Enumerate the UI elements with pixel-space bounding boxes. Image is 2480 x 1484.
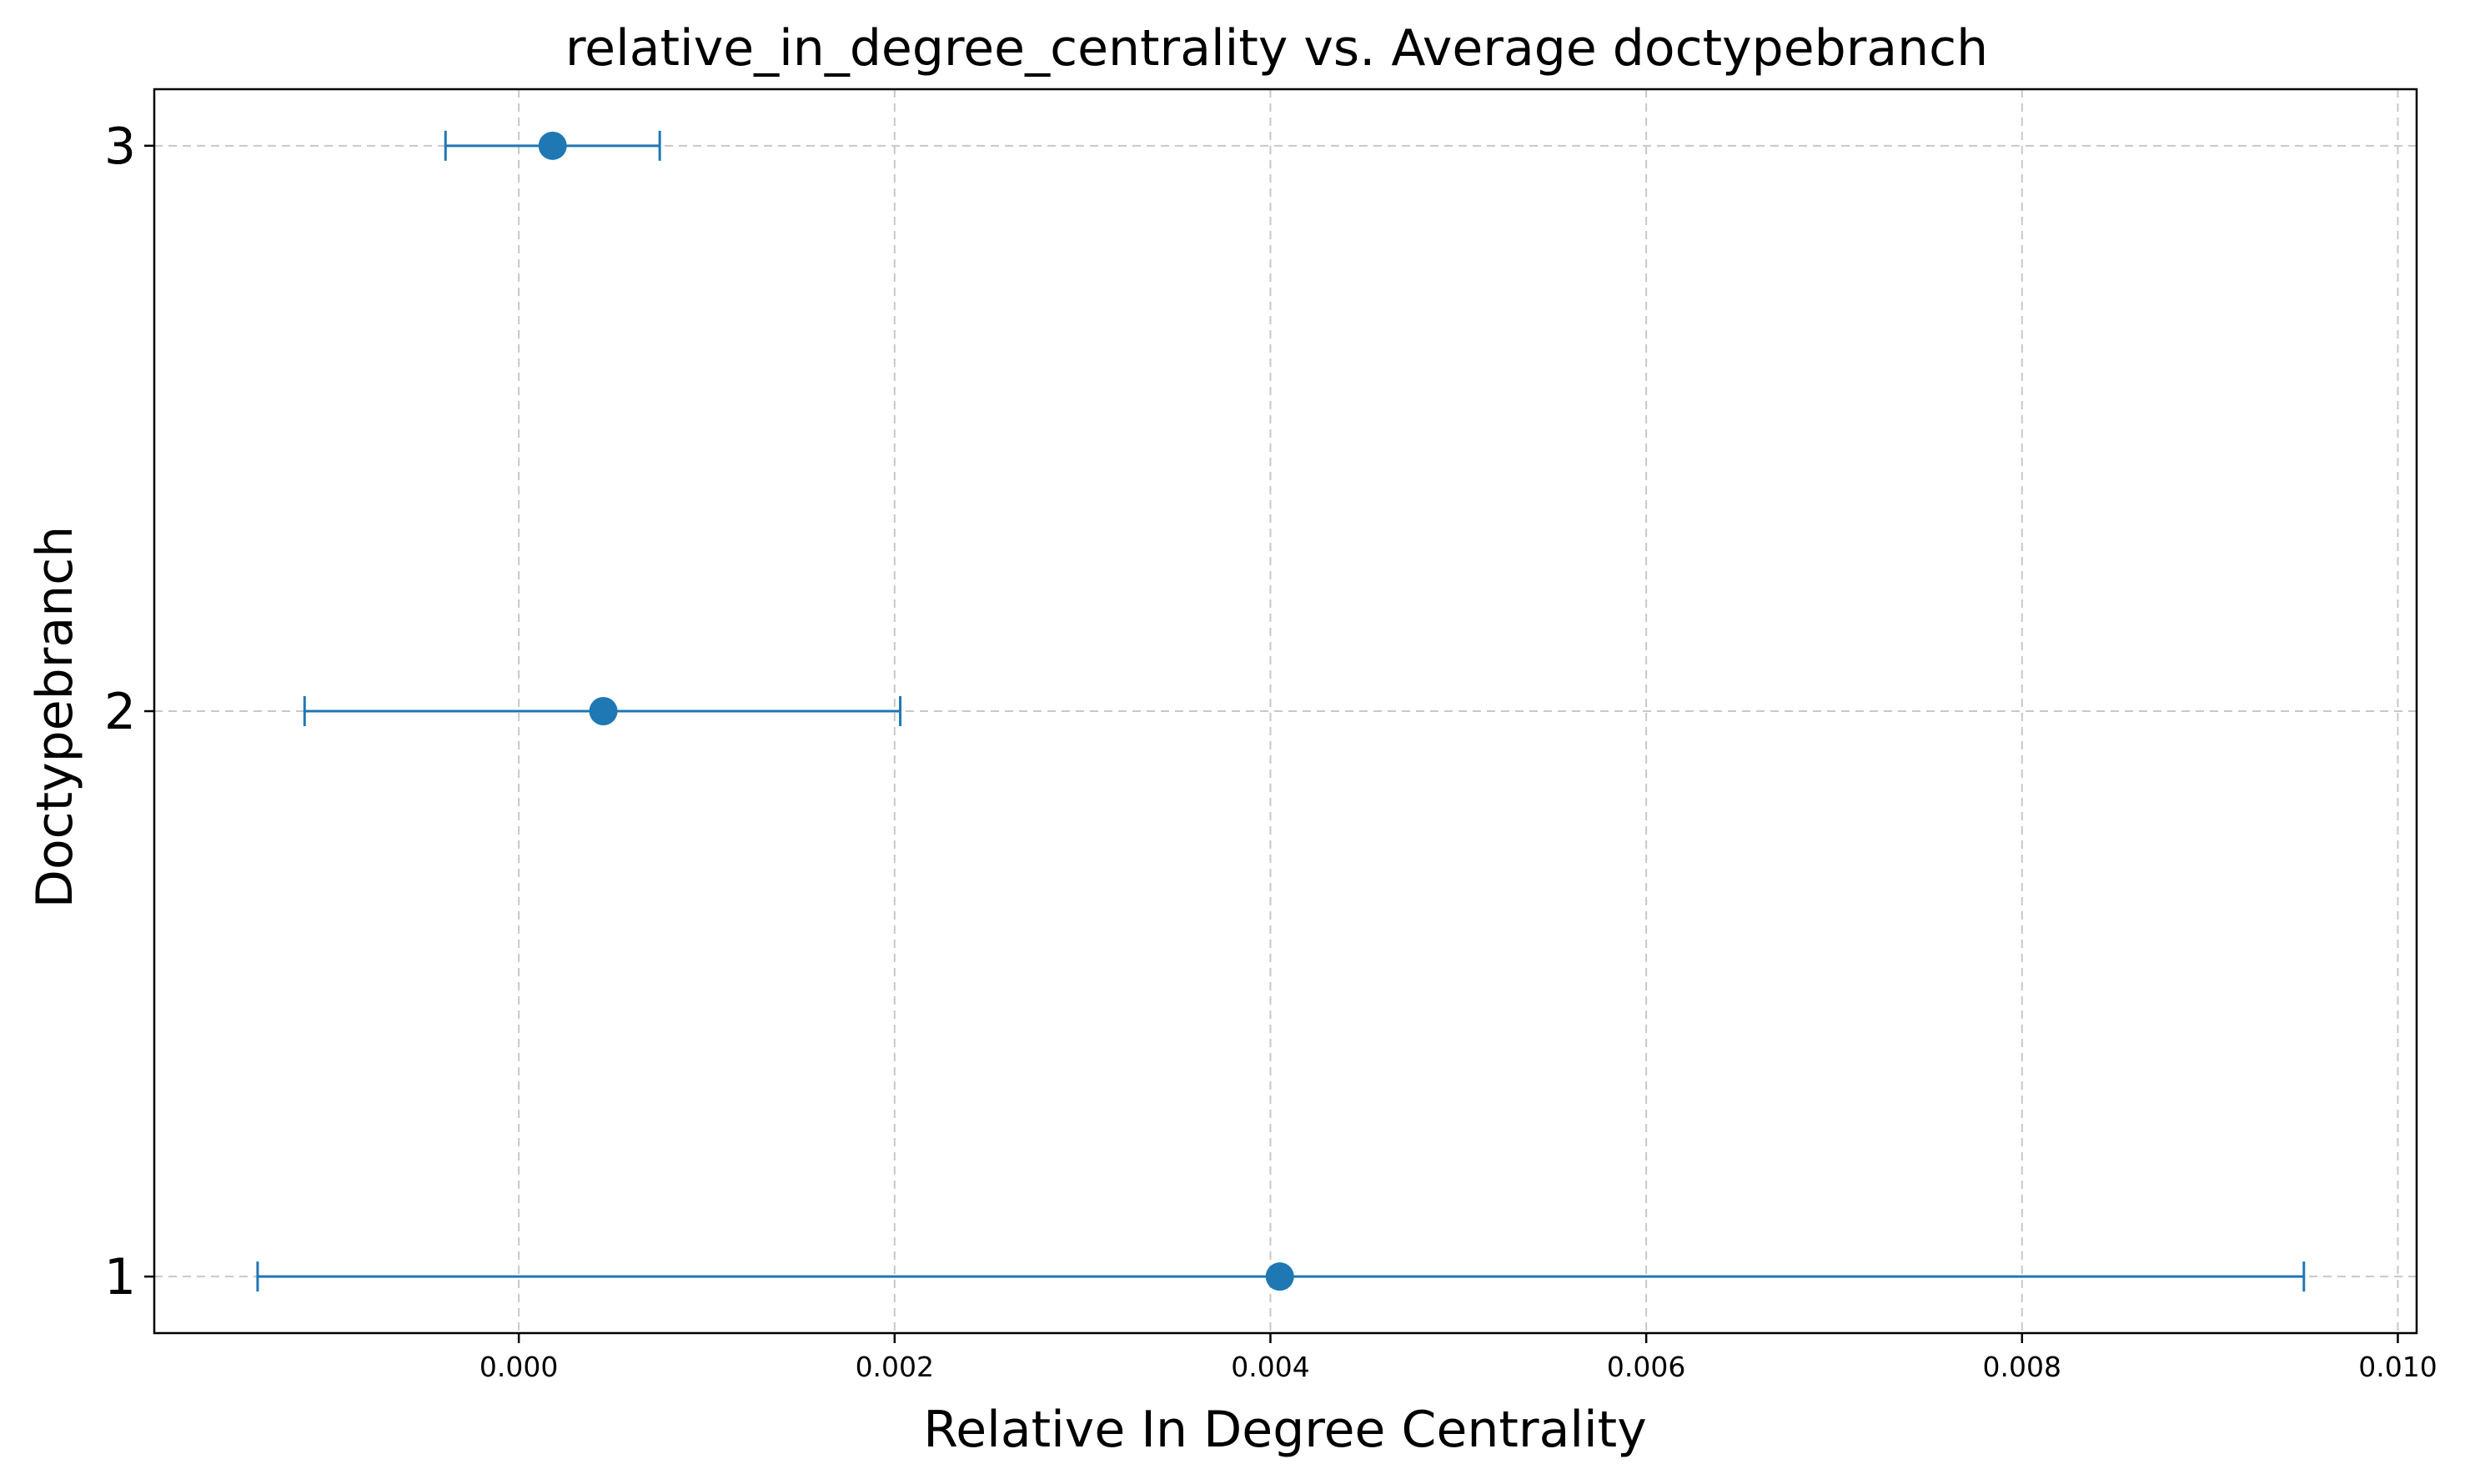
y-axis-ticks: 1 2 3 [104, 118, 154, 1306]
data-point [538, 131, 567, 160]
x-tick-label: 0.006 [1607, 1351, 1685, 1383]
y-tick-label: 1 [104, 1248, 136, 1306]
y-axis-label: Doctypebranch [26, 526, 84, 909]
x-tick-label: 0.010 [2358, 1351, 2437, 1383]
x-axis-ticks: 0.000 0.002 0.004 0.006 0.008 0.010 [479, 1333, 2437, 1383]
chart-title: relative_in_degree_centrality vs. Averag… [565, 19, 1988, 78]
x-axis-label: Relative In Degree Centrality [923, 1401, 1646, 1459]
x-tick-label: 0.008 [1983, 1351, 2061, 1383]
y-tick-label: 2 [104, 683, 136, 741]
x-tick-label: 0.004 [1231, 1351, 1309, 1383]
x-tick-label: 0.000 [479, 1351, 558, 1383]
y-tick-label: 3 [104, 118, 136, 176]
grid-lines [154, 89, 2417, 1333]
data-series [256, 130, 2306, 1292]
data-point [1265, 1262, 1294, 1291]
x-tick-label: 0.002 [856, 1351, 934, 1383]
data-point [589, 697, 618, 725]
